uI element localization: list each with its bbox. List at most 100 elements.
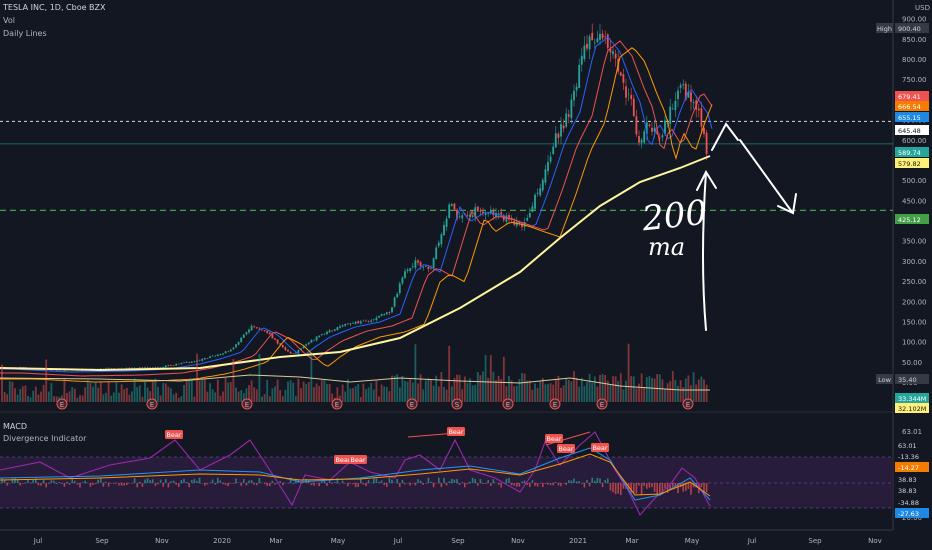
earnings-marker: E: [241, 398, 253, 410]
price-badge-value: 645.48: [898, 127, 921, 135]
volume-bar: [604, 375, 607, 402]
volume-bar: [89, 382, 92, 402]
volume-legend[interactable]: Vol: [3, 16, 15, 25]
macd-histogram-bar: [167, 483, 170, 488]
macd-legend[interactable]: MACD: [3, 422, 27, 431]
volume-bar: [81, 395, 84, 402]
macd-histogram-bar: [222, 483, 224, 485]
daily-lines-legend[interactable]: Daily Lines: [3, 29, 47, 38]
volume-bar: [84, 387, 87, 402]
volume-bar: [92, 386, 94, 402]
candle-body: [328, 330, 331, 333]
volume-bar: [323, 379, 326, 402]
earnings-marker: E: [56, 398, 68, 410]
volume-bar: [687, 375, 690, 402]
earnings-marker-circle: [596, 398, 608, 410]
volume-bar: [232, 358, 235, 402]
candle-body: [287, 349, 289, 352]
macd-histogram-bar: [42, 479, 45, 483]
candle-body: [484, 213, 487, 216]
bear-label-text: Bear: [166, 431, 181, 439]
macd-histogram-bar: [604, 480, 606, 483]
volume-bar: [560, 387, 562, 402]
earnings-marker: E: [596, 398, 608, 410]
price-tick: 850.00: [902, 36, 927, 44]
earnings-marker: E: [549, 398, 561, 410]
volume-bar: [476, 372, 479, 402]
volume-bar: [203, 379, 206, 402]
candle-body: [359, 321, 362, 324]
volume-bar: [3, 392, 6, 402]
macd-histogram-bar: [230, 483, 232, 484]
macd-histogram-bar: [440, 483, 443, 488]
candle-body: [380, 314, 383, 317]
divergence-legend[interactable]: Divergence Indicator: [3, 434, 87, 443]
volume-bar: [315, 383, 318, 402]
candle-body: [658, 137, 661, 139]
macd-histogram-bar: [464, 483, 466, 488]
candle-body: [227, 351, 230, 352]
bear-label: Bear: [334, 455, 352, 464]
volume-bar: [456, 374, 458, 402]
candle-body: [687, 91, 690, 98]
macd-histogram-bar: [562, 483, 565, 484]
price-tick: 150.00: [902, 318, 927, 326]
bear-label-bg: [349, 455, 367, 464]
volume-bar: [450, 386, 453, 402]
candle-body: [268, 332, 271, 334]
volume-bar: [674, 380, 677, 402]
volume-bar: [206, 391, 209, 402]
candle-body: [630, 95, 633, 99]
volume-bar: [375, 380, 378, 402]
candle-body: [557, 133, 560, 138]
bear-label: Bear: [591, 443, 609, 452]
volume-bar: [588, 373, 591, 402]
macd-histogram-bar: [534, 483, 536, 486]
earnings-marker-circle: [56, 398, 68, 410]
volume-bar: [320, 380, 323, 402]
macd-histogram-bar: [22, 483, 24, 484]
candle-body: [419, 262, 422, 267]
volume-bar: [482, 371, 484, 402]
candle-body: [258, 328, 261, 330]
volume-bar: [305, 384, 308, 402]
macd-histogram-bar: [159, 479, 162, 483]
macd-histogram-bar: [209, 482, 211, 484]
candle-body: [679, 85, 682, 88]
volume-bar: [40, 391, 42, 402]
price-badge-bg: [895, 147, 929, 157]
symbol-legend[interactable]: TESLA INC, 1D, Cboe BZX: [3, 3, 106, 12]
candle-body: [396, 293, 399, 298]
ma-200-line: [0, 155, 711, 372]
candle-body: [500, 212, 503, 215]
volume-bar: [651, 378, 653, 402]
macd-histogram-bar: [557, 483, 560, 486]
volume-bar: [664, 389, 666, 402]
volume-bar: [443, 387, 445, 402]
macd-histogram-bar: [123, 483, 125, 486]
macd-histogram-bar: [341, 480, 344, 483]
price-badge: 589.74: [895, 147, 929, 157]
volume-bar: [193, 396, 196, 402]
candle-body: [614, 53, 617, 59]
volume-bar: [552, 384, 555, 402]
macd-histogram-bar: [110, 483, 112, 484]
candle-body: [409, 268, 412, 271]
macd-histogram-bar: [523, 480, 526, 483]
macd-histogram-bar: [178, 483, 180, 487]
macd-histogram-bar: [581, 483, 583, 484]
time-tick: Mar: [269, 537, 282, 545]
macd-histogram-bar: [48, 483, 50, 484]
candle-body: [666, 122, 669, 124]
volume-bar: [219, 395, 222, 402]
earnings-marker-circle: [146, 398, 158, 410]
candle-body: [313, 339, 315, 341]
macd-histogram-bar: [250, 480, 253, 483]
volume-bar: [531, 389, 534, 402]
macd-histogram-bar: [614, 483, 617, 495]
candle-body: [375, 317, 378, 321]
price-badge-value: 666.54: [898, 103, 921, 111]
macd-histogram-bar: [258, 478, 261, 483]
candle-body: [198, 360, 201, 361]
